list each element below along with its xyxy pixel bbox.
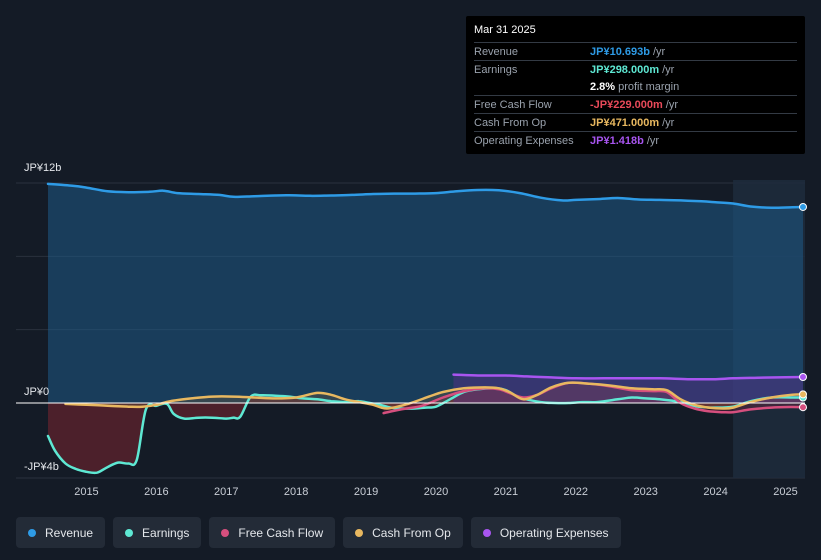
revenue-endpoint [799,202,807,211]
x-tick-label: 2015 [74,486,98,498]
cash-from-op-line [64,381,805,410]
legend-item-free-cash-flow[interactable]: Free Cash Flow [209,517,336,548]
x-tick-label: 2025 [773,486,797,498]
tooltip-row-unit: /yr [652,45,666,58]
legend-item-earnings[interactable]: Earnings [113,517,202,548]
tooltip-row: Cash From Op JP¥471.000m/yr [474,113,797,131]
legend-label: Earnings [142,525,190,540]
legend: Revenue Earnings Free Cash Flow Cash From O… [16,517,621,548]
tooltip-row-unit: profit margin [618,80,680,93]
tooltip-row: Earnings JP¥298.000m/yr [474,60,797,78]
tooltip-row-value: 2.8% [590,80,616,93]
tooltip-row: Operating Expenses JP¥1.418b/yr [474,131,797,149]
legend-dot-icon [355,528,364,537]
operating-expenses-line [452,373,805,381]
x-tick-label: 2023 [633,486,657,498]
tooltip-row-label: Cash From Op [474,116,547,129]
legend-dot-icon [28,528,36,537]
y-axis-label-top: JP¥12b [24,162,61,174]
tooltip-row-value: JP¥1.418b [590,134,644,147]
tooltip-row-label: Earnings [474,63,518,76]
y-axis-label-zero: JP¥0 [24,386,49,398]
tooltip-panel: Mar 31 2025 Revenue JP¥10.693b/yr Earnings… [466,16,805,154]
legend-label: Cash From Op [372,525,451,540]
series-areas [48,183,803,473]
legend-item-operating-expenses[interactable]: Operating Expenses [470,517,621,548]
free-cash-flow-endpoint [799,403,807,412]
tooltip-row-value: JP¥471.000m [590,116,660,129]
legend-dot-icon [482,528,491,537]
x-tick-label: 2017 [214,486,238,498]
x-tick-label: 2024 [703,486,727,498]
x-tick-label: 2022 [564,486,588,498]
tooltip-row-unit: /yr [646,134,660,147]
revenue-line [46,182,805,210]
x-tick-label: 2021 [494,486,518,498]
tooltip-date: Mar 31 2025 [474,24,536,36]
legend-item-revenue[interactable]: Revenue [16,517,106,548]
tooltip-row-value: JP¥298.000m [590,63,660,76]
legend-label: Free Cash Flow [238,525,324,540]
tooltip-row: 2.8% profit margin [474,78,797,95]
x-tick-label: 2018 [284,486,308,498]
legend-label: Operating Expenses [499,525,609,540]
tooltip-row-unit: /yr [665,98,679,111]
legend-dot-icon [125,528,134,537]
tooltip-row-value: JP¥10.693b [590,45,650,58]
x-tick-label: 2019 [354,486,378,498]
legend-dot-icon [221,528,230,537]
cash-from-op-endpoint [799,390,807,399]
legend-item-cash-from-op[interactable]: Cash From Op [343,517,463,548]
tooltip-rows: Revenue JP¥10.693b/yr Earnings JP¥298.000m /… [474,42,797,149]
tooltip-row-value: -JP¥229.000m [590,98,663,111]
tooltip-row-label: Free Cash Flow [474,98,552,111]
tooltip-row-unit: /yr [662,116,675,129]
tooltip-row-label: Revenue [474,45,519,58]
revenue-area [48,183,803,403]
earnings-area [48,388,803,473]
tooltip-row: Revenue JP¥10.693b/yr [474,42,797,60]
x-tick-label: 2020 [424,486,448,498]
legend-label: Revenue [45,525,94,540]
tooltip-row-label: Operating Expenses [474,134,574,147]
series-endpoints [799,202,807,412]
tooltip-row: Free Cash Flow -JP¥229.000m/yr [474,95,797,113]
x-tick-label: 2016 [144,486,168,498]
y-axis-label-bottom: -JP¥4b [24,461,59,473]
tooltip-row-unit: /yr [662,63,675,76]
operating-expenses-endpoint [799,373,807,382]
x-axis-ticks: 2015 2016 2017 2018 2019 2020 2021 2022 2023 2024… [74,486,798,498]
